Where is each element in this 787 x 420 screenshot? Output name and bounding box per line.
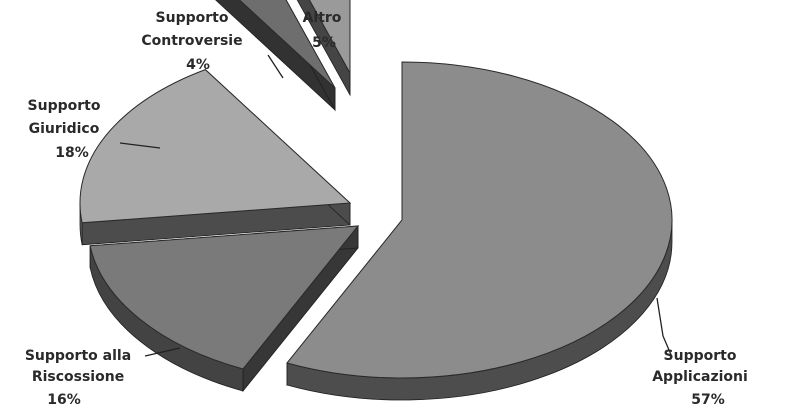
slice-percent-label: 16% bbox=[47, 392, 81, 408]
slice-name-label: Supporto bbox=[664, 348, 737, 364]
slice-name-label: Riscossione bbox=[32, 369, 124, 385]
slice-name-label: Controversie bbox=[141, 33, 242, 49]
pie-slice-top bbox=[79, 69, 352, 224]
slice-name-label: Altro bbox=[303, 10, 342, 26]
slice-label-supporto-giuridico: Supporto Giuridico 18% bbox=[28, 98, 161, 161]
slice-label-supporto-applicazioni: Supporto Applicazioni 57% bbox=[652, 297, 748, 408]
pie-slice-supporto-alla-riscossione bbox=[89, 224, 360, 393]
slice-label-supporto-alla-riscossione: Supporto alla Riscossione 16% bbox=[25, 347, 181, 408]
slice-name-label: Supporto alla bbox=[25, 348, 131, 364]
slice-percent-label: 4% bbox=[186, 57, 210, 73]
labels-layer: Supporto Applicazioni 57% Supporto alla Risc… bbox=[25, 10, 748, 408]
pie-slice-supporto-applicazioni bbox=[286, 61, 673, 401]
leader-line bbox=[119, 142, 161, 149]
pie-slice-supporto-controversie bbox=[215, 0, 336, 112]
pie-slice-altro bbox=[296, 0, 351, 97]
pie-slice-top bbox=[286, 61, 673, 379]
slices-layer bbox=[79, 0, 673, 401]
pie-slice-top bbox=[89, 225, 360, 370]
leader-line bbox=[267, 54, 284, 79]
slice-name-label: Supporto bbox=[28, 98, 101, 114]
leader-line bbox=[144, 347, 181, 357]
slice-percent-label: 5% bbox=[312, 35, 336, 51]
pie-slice-supporto-giuridico bbox=[79, 68, 352, 246]
pie-slice-top bbox=[238, 0, 336, 89]
slice-label-altro: Altro 5% bbox=[303, 10, 342, 51]
leader-line bbox=[656, 297, 673, 358]
slice-percent-label: 57% bbox=[691, 392, 725, 408]
slice-label-supporto-controversie: Supporto Controversie 4% bbox=[141, 10, 284, 79]
slice-percent-label: 18% bbox=[55, 145, 89, 161]
slice-name-label: Applicazioni bbox=[652, 369, 748, 385]
pie-slice-side-wall bbox=[273, 0, 336, 112]
slice-name-label: Giuridico bbox=[29, 121, 100, 137]
slice-name-label: Supporto bbox=[156, 10, 229, 26]
pie-slice-top bbox=[308, 0, 351, 75]
